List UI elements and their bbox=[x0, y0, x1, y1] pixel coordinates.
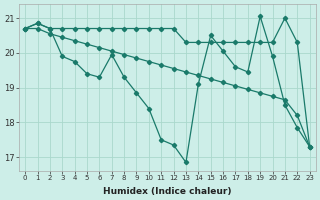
X-axis label: Humidex (Indice chaleur): Humidex (Indice chaleur) bbox=[103, 187, 232, 196]
